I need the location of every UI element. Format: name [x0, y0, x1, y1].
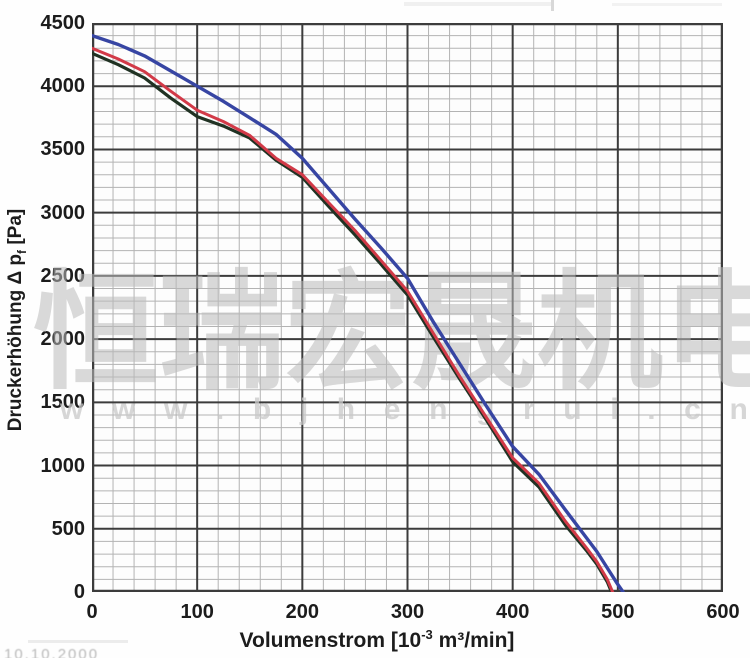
y-tick-label: 4500 [40, 12, 86, 34]
y-tick-label: 1000 [40, 454, 86, 477]
curve-blue [92, 33, 625, 592]
y-axis-title-unit: [Pa] [5, 208, 26, 250]
x-tick-label: 400 [495, 601, 530, 623]
curve-dark-green [92, 51, 614, 592]
y-tick-label: 2500 [40, 264, 86, 287]
y-tick-label: 500 [51, 517, 85, 540]
y-axis-title-subscript: f [14, 249, 29, 254]
x-axis-title-superscript: -3 [421, 627, 433, 642]
x-tick-label: 600 [706, 601, 740, 623]
chart-curves [92, 33, 625, 592]
y-axis-title: Druckerhöhung Δ pf [Pa] [5, 180, 31, 460]
x-tick-label: 200 [285, 601, 320, 623]
footer-date-fragment: 10.10.2000 [4, 646, 100, 658]
x-tick-label: 300 [390, 601, 425, 623]
scan-artifact [551, 0, 554, 11]
x-axis-title: Volumenstrom [10-3 m³/min] [127, 627, 627, 653]
y-tick-label: 3500 [40, 138, 86, 161]
x-tick-label: 0 [86, 601, 98, 623]
x-tick-label: 100 [180, 601, 214, 623]
y-tick-label: 3000 [40, 201, 86, 224]
x-tick-label: 500 [601, 601, 635, 623]
x-axis-title-unit: m³/min] [432, 629, 515, 652]
chart-grid [92, 23, 723, 592]
y-tick-label: 1500 [40, 391, 86, 414]
y-tick-label: 0 [73, 581, 85, 603]
curve-red [92, 46, 615, 592]
scan-artifact [28, 640, 128, 643]
x-axis-title-text: Volumenstrom [10 [239, 629, 422, 652]
scan-artifact [612, 3, 722, 6]
scan-artifact [404, 2, 554, 6]
watermark-url-character: n [729, 393, 748, 426]
y-tick-label: 4000 [40, 75, 86, 98]
y-tick-label: 2000 [40, 328, 86, 351]
y-axis-title-text: Druckerhöhung Δ p [5, 253, 26, 432]
